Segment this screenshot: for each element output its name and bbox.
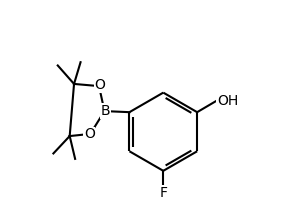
Text: F: F	[159, 185, 167, 200]
Text: O: O	[84, 127, 95, 141]
Text: O: O	[95, 79, 106, 92]
Text: B: B	[101, 104, 110, 118]
Text: OH: OH	[217, 94, 238, 108]
